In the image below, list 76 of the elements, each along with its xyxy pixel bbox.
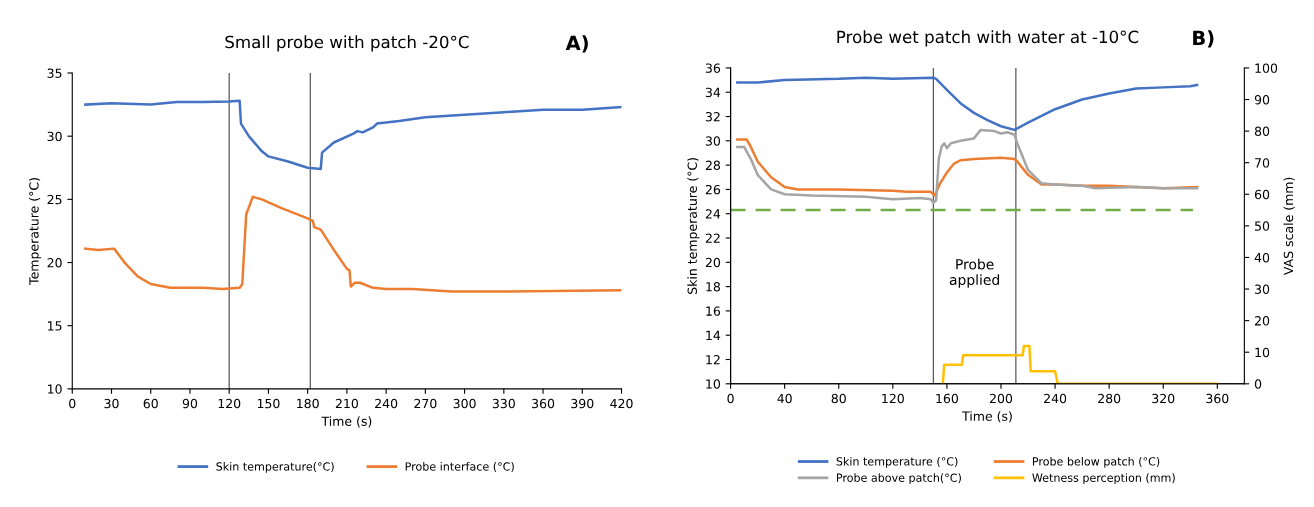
x-tick-label: 150	[257, 398, 280, 409]
x-tick-label: 300	[453, 398, 476, 409]
x-tick-label: 420	[610, 398, 633, 409]
y-tick-label: 28	[705, 160, 721, 171]
y-tick-label: 10	[706, 379, 721, 389]
x-tick-label: 30	[104, 398, 119, 409]
x-tick-label: 120	[218, 398, 241, 409]
legend-label: Probe interface (°C)	[405, 462, 514, 472]
y-tick-label: 24	[705, 209, 721, 219]
x-tick-label: 210	[335, 398, 358, 409]
y2-axis-title: VAS scale (mm)	[1283, 177, 1295, 276]
y-tick-label: 22	[705, 233, 720, 243]
x-tick-label: 90	[182, 398, 198, 409]
line-series	[736, 128, 1199, 205]
y-axis-title: Skin temperature (°C)	[687, 158, 700, 294]
y-tick-label: 12	[706, 354, 720, 365]
x-axis-title: Time (s)	[962, 411, 1012, 423]
x-tick-label: 240	[375, 398, 398, 409]
x-tick-label: 60	[143, 398, 158, 409]
x-tick-label: 360	[1206, 393, 1229, 404]
y-tick-label: 10	[48, 384, 62, 394]
y-tick-label: 34	[705, 87, 721, 98]
y-tick-label: 36	[705, 63, 721, 73]
x-tick-label: 360	[532, 398, 555, 409]
text: B)	[1193, 30, 1214, 48]
x-tick-label: 270	[414, 398, 437, 409]
y2-tick-label: 10	[1255, 347, 1270, 358]
y-axis-title: Temperature (°C)	[29, 178, 42, 285]
y2-tick-label: 40	[1254, 252, 1270, 263]
y-tick-label: 30	[705, 136, 721, 146]
y-tick-label: 32	[705, 112, 720, 122]
y2-tick-label: 0	[1254, 379, 1262, 389]
y2-tick-label: 30	[1255, 284, 1270, 294]
chart-title: Small probe with patch -20°C	[225, 35, 469, 52]
y2-tick-label: 50	[1255, 221, 1270, 231]
chart-title: Probe wet patch with water at -10°C	[837, 30, 1139, 47]
y2-tick-label: 80	[1254, 126, 1270, 137]
y-tick-label: 20	[705, 257, 721, 268]
y2-tick-label: 90	[1254, 95, 1270, 105]
legend-label: Skin temperature (°C)	[836, 456, 958, 468]
y2-tick-label: 20	[1255, 316, 1270, 326]
y-tick-label: 18	[706, 282, 721, 292]
y-tick-label: 26	[705, 184, 721, 195]
y-tick-label: 14	[706, 330, 721, 340]
line-series	[84, 195, 622, 293]
x-tick-label: 330	[492, 398, 515, 409]
line-series	[84, 99, 622, 171]
y-tick-label: 20	[47, 258, 62, 268]
x-tick-label: 120	[882, 393, 904, 404]
y-tick-label: 30	[47, 131, 62, 142]
x-tick-label: 0	[727, 393, 734, 404]
y2-tick-label: 60	[1254, 189, 1270, 200]
x-tick-label: 160	[936, 393, 959, 404]
x-tick-label: 200	[989, 393, 1013, 404]
y-tick-label: 25	[47, 194, 62, 205]
text: A)	[565, 35, 588, 53]
x-tick-label: 390	[571, 398, 594, 409]
y2-tick-label: 70	[1255, 158, 1270, 168]
line-series	[736, 76, 1199, 132]
y-tick-label: 16	[706, 306, 721, 316]
legend-label: Probe below patch (°C)	[1032, 456, 1160, 468]
x-tick-label: 80	[831, 393, 846, 404]
x-axis-title: Time (s)	[321, 416, 372, 428]
y-tick-label: 15	[48, 321, 62, 331]
legend-label: Wetness perception (mm)	[1032, 473, 1175, 485]
legend-label: Skin temperature(°C)	[216, 462, 334, 473]
legend-label: Probe above patch(°C)	[836, 473, 961, 485]
annotation: Probe applied	[949, 258, 999, 288]
x-tick-label: 40	[777, 393, 792, 404]
x-tick-label: 0	[69, 398, 76, 409]
x-tick-label: 320	[1152, 393, 1175, 404]
x-tick-label: 240	[1044, 393, 1067, 404]
y2-tick-label: 100	[1255, 63, 1278, 73]
x-tick-label: 280	[1098, 393, 1121, 404]
y-tick-label: 35	[47, 68, 62, 78]
x-tick-label: 180	[297, 398, 319, 409]
